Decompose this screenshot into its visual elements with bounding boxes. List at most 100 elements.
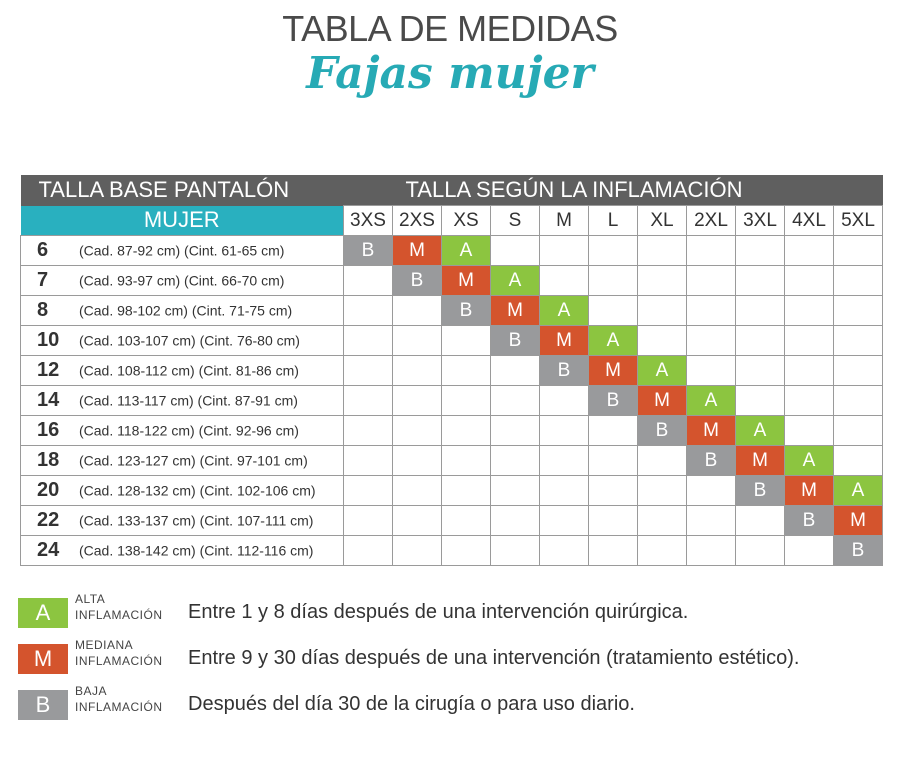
base-size-cell: 20 (Cad. 128-132 cm) (Cint. 102-106 cm) [20, 475, 344, 506]
inflammation-cell-a: A [441, 235, 491, 266]
empty-cell [686, 325, 736, 356]
empty-cell [343, 265, 393, 296]
empty-cell [833, 295, 883, 326]
base-size-measurements: (Cad. 87-92 cm) (Cint. 61-65 cm) [79, 242, 285, 259]
empty-cell [343, 505, 393, 536]
empty-cell [637, 505, 687, 536]
inflammation-cell-b: B [784, 505, 834, 536]
empty-cell [833, 355, 883, 386]
legend-type-label: INFLAMACIÓN [75, 654, 163, 668]
page-title: TABLA DE MEDIDAS [282, 8, 618, 49]
empty-cell [490, 475, 540, 506]
base-size-measurements: (Cad. 133-137 cm) (Cint. 107-111 cm) [79, 512, 314, 529]
empty-cell [490, 535, 540, 566]
empty-cell [735, 235, 785, 266]
header-row-top: TALLA BASE PANTALÓN TALLA SEGÚN LA INFLA… [20, 175, 883, 206]
legend-description: Después del día 30 de la cirugía o para … [188, 693, 635, 715]
empty-cell [784, 235, 834, 266]
table-row: 8 (Cad. 98-102 cm) (Cint. 71-75 cm) B M A [20, 295, 883, 326]
size-header-cell: 2XS [392, 205, 442, 236]
empty-cell [588, 235, 638, 266]
empty-cell [588, 535, 638, 566]
empty-cell [833, 235, 883, 266]
empty-cell [735, 535, 785, 566]
empty-cell [735, 505, 785, 536]
empty-cell [637, 445, 687, 476]
size-table-body: 6 (Cad. 87-92 cm) (Cint. 61-65 cm) B M A 7 (Ca… [20, 235, 883, 566]
empty-cell [686, 535, 736, 566]
size-header-cell: S [490, 205, 540, 236]
empty-cell [637, 265, 687, 296]
legend-swatch: A [18, 598, 68, 628]
base-size-cell: 18 (Cad. 123-127 cm) (Cint. 97-101 cm) [20, 445, 344, 476]
base-size-cell: 24 (Cad. 138-142 cm) (Cint. 112-116 cm) [20, 535, 344, 566]
base-size-number: 16 [37, 419, 60, 441]
size-header-row: MUJER 3XS 2XS XS S M L XL 2XL 3XL 4XL 5XL [20, 205, 883, 236]
empty-cell [441, 475, 491, 506]
empty-cell [343, 355, 393, 386]
empty-cell [539, 505, 589, 536]
legend-description: Entre 1 y 8 días después de una interven… [188, 601, 689, 623]
empty-cell [490, 445, 540, 476]
base-size-cell: 22 (Cad. 133-137 cm) (Cint. 107-111 cm) [20, 505, 344, 536]
legend-level-label: ALTA [75, 592, 106, 606]
women-header: MUJER [20, 205, 344, 236]
base-size-cell: 12 (Cad. 108-112 cm) (Cint. 81-86 cm) [20, 355, 344, 386]
empty-cell [539, 415, 589, 446]
legend-level-label: MEDIANA [75, 638, 134, 652]
legend-swatch: B [18, 690, 68, 720]
base-size-measurements: (Cad. 108-112 cm) (Cint. 81-86 cm) [79, 362, 299, 379]
base-size-number: 24 [37, 539, 60, 561]
empty-cell [784, 355, 834, 386]
empty-cell [343, 475, 393, 506]
inflammation-cell-m: M [490, 295, 540, 326]
base-size-number: 20 [37, 479, 60, 501]
inflammation-cell-a: A [833, 475, 883, 506]
inflammation-cell-b: B [833, 535, 883, 566]
size-header-cell: 3XS [343, 205, 393, 236]
inflammation-cell-b: B [441, 295, 491, 326]
inflammation-cell-a: A [490, 265, 540, 296]
table-row: 7 (Cad. 93-97 cm) (Cint. 66-70 cm) B M A [20, 265, 883, 296]
base-size-cell: 7 (Cad. 93-97 cm) (Cint. 66-70 cm) [20, 265, 344, 296]
empty-cell [441, 325, 491, 356]
inflammation-cell-b: B [588, 385, 638, 416]
base-size-header: TALLA BASE PANTALÓN [20, 175, 344, 206]
inflammation-cell-a: A [588, 325, 638, 356]
inflammation-cell-b: B [343, 235, 393, 266]
inflammation-cell-b: B [735, 475, 785, 506]
empty-cell [588, 415, 638, 446]
base-size-cell: 6 (Cad. 87-92 cm) (Cint. 61-65 cm) [20, 235, 344, 266]
empty-cell [343, 445, 393, 476]
empty-cell [833, 415, 883, 446]
empty-cell [441, 415, 491, 446]
empty-cell [343, 325, 393, 356]
empty-cell [833, 325, 883, 356]
size-header-cell: 4XL [784, 205, 834, 236]
size-header-cell: M [539, 205, 589, 236]
page-subtitle: Fajas mujer [306, 48, 594, 99]
empty-cell [686, 235, 736, 266]
legend-description: Entre 9 y 30 días después de una interve… [188, 647, 800, 669]
size-table: TALLA BASE PANTALÓN TALLA SEGÚN LA INFLA… [20, 175, 883, 566]
empty-cell [343, 295, 393, 326]
empty-cell [490, 505, 540, 536]
empty-cell [637, 325, 687, 356]
table-row: 10 (Cad. 103-107 cm) (Cint. 76-80 cm) B M A [20, 325, 883, 356]
legend-type-label: INFLAMACIÓN [75, 700, 163, 714]
empty-cell [490, 355, 540, 386]
base-size-measurements: (Cad. 138-142 cm) (Cint. 112-116 cm) [79, 542, 314, 559]
size-header-cell: 2XL [686, 205, 736, 236]
empty-cell [735, 385, 785, 416]
empty-cell [735, 295, 785, 326]
size-header-cell: XL [637, 205, 687, 236]
empty-cell [588, 475, 638, 506]
table-row: 6 (Cad. 87-92 cm) (Cint. 61-65 cm) B M A [20, 235, 883, 266]
inflammation-cell-m: M [539, 325, 589, 356]
empty-cell [441, 445, 491, 476]
size-table-container: TALLA BASE PANTALÓN TALLA SEGÚN LA INFLA… [20, 175, 883, 566]
empty-cell [539, 235, 589, 266]
empty-cell [637, 235, 687, 266]
empty-cell [392, 535, 442, 566]
empty-cell [588, 295, 638, 326]
